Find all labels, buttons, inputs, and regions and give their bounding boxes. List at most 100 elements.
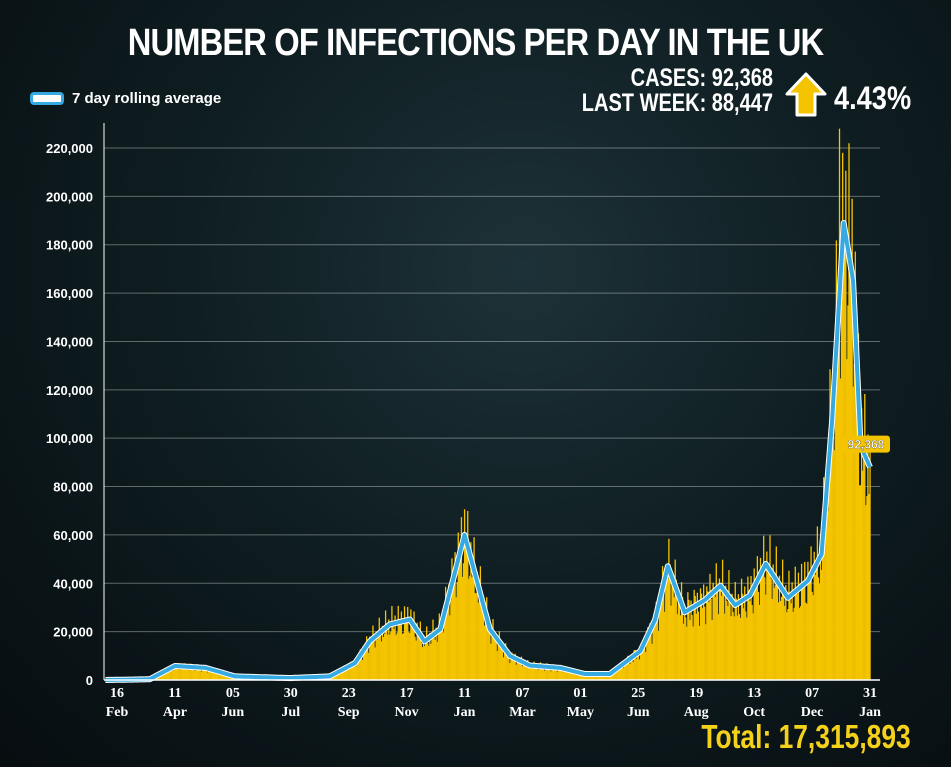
daily-bar bbox=[177, 663, 179, 680]
daily-bar bbox=[737, 594, 740, 680]
daily-bar bbox=[778, 575, 781, 680]
daily-bar bbox=[515, 664, 517, 680]
daily-bar bbox=[392, 622, 394, 680]
daily-bar bbox=[537, 669, 539, 680]
daily-bar bbox=[725, 585, 727, 680]
daily-bar bbox=[542, 665, 545, 680]
daily-bar bbox=[368, 652, 370, 680]
daily-bar bbox=[834, 384, 836, 680]
daily-bar bbox=[379, 633, 381, 680]
daily-bar bbox=[740, 578, 743, 680]
daily-bar bbox=[199, 667, 201, 680]
daily-bar bbox=[689, 620, 691, 680]
daily-bar bbox=[386, 626, 388, 680]
daily-bar bbox=[591, 675, 593, 680]
daily-bar bbox=[474, 592, 476, 680]
daily-bar bbox=[203, 669, 206, 680]
daily-bar bbox=[836, 344, 839, 680]
daily-bar bbox=[382, 637, 385, 680]
daily-bar bbox=[452, 582, 454, 680]
daily-bar bbox=[633, 650, 635, 680]
daily-bar bbox=[788, 570, 790, 680]
daily-bar bbox=[373, 640, 375, 680]
daily-bar bbox=[801, 584, 804, 680]
daily-bar bbox=[170, 666, 172, 680]
daily-bar bbox=[189, 664, 191, 680]
y-tick-label: 0 bbox=[86, 673, 93, 688]
daily-bar bbox=[719, 588, 722, 680]
daily-bar bbox=[479, 566, 482, 680]
daily-bar bbox=[374, 647, 376, 680]
daily-bar bbox=[571, 670, 573, 680]
x-tick-day: 01 bbox=[573, 686, 587, 701]
daily-bar bbox=[729, 593, 731, 680]
daily-bar bbox=[390, 631, 392, 680]
x-tick-day: 19 bbox=[689, 686, 703, 701]
daily-bar bbox=[743, 608, 745, 680]
daily-bar bbox=[734, 581, 736, 680]
daily-bar bbox=[754, 581, 756, 680]
daily-bar bbox=[526, 661, 528, 680]
daily-bar bbox=[574, 669, 576, 680]
daily-bar bbox=[867, 434, 869, 680]
daily-bar bbox=[191, 669, 193, 680]
daily-bar bbox=[648, 638, 650, 680]
daily-bar bbox=[470, 542, 472, 680]
daily-bar bbox=[685, 617, 687, 680]
x-tick-month: Jan bbox=[859, 705, 881, 720]
daily-bar bbox=[692, 626, 694, 680]
daily-bar bbox=[453, 574, 455, 680]
y-tick-label: 200,000 bbox=[46, 189, 93, 204]
daily-bar bbox=[627, 655, 629, 680]
daily-bar bbox=[169, 670, 171, 680]
daily-bar bbox=[600, 674, 603, 680]
daily-bar bbox=[607, 674, 609, 680]
daily-bar bbox=[375, 631, 377, 680]
daily-bar bbox=[749, 601, 751, 680]
daily-bar bbox=[443, 619, 446, 680]
daily-bar bbox=[755, 586, 757, 680]
daily-bar bbox=[622, 668, 625, 680]
daily-bar bbox=[561, 666, 564, 680]
daily-bar bbox=[770, 578, 772, 680]
daily-bar bbox=[455, 597, 457, 680]
daily-bar bbox=[555, 666, 557, 680]
x-tick-month: Jul bbox=[281, 705, 300, 720]
daily-bar bbox=[181, 669, 183, 680]
x-tick-day: 16 bbox=[110, 686, 124, 701]
daily-bar bbox=[747, 576, 749, 680]
daily-bar bbox=[380, 641, 383, 680]
daily-bar bbox=[192, 666, 194, 680]
daily-bar bbox=[438, 613, 440, 680]
daily-bar bbox=[333, 675, 335, 680]
daily-bar bbox=[532, 664, 534, 680]
daily-bar bbox=[410, 609, 412, 680]
daily-bar bbox=[764, 577, 766, 680]
daily-bar bbox=[807, 561, 809, 680]
daily-bar bbox=[344, 667, 347, 680]
daily-bar bbox=[652, 617, 654, 680]
daily-bar bbox=[559, 669, 562, 680]
daily-bar bbox=[440, 629, 443, 680]
daily-bar bbox=[837, 342, 840, 680]
daily-bar bbox=[752, 613, 754, 680]
daily-bar bbox=[548, 666, 550, 680]
daily-bar bbox=[372, 625, 374, 680]
daily-bar bbox=[645, 652, 647, 680]
daily-bar bbox=[560, 666, 563, 680]
daily-bar bbox=[471, 577, 473, 680]
daily-bar bbox=[681, 596, 684, 680]
daily-bar bbox=[547, 668, 549, 680]
daily-bar bbox=[610, 675, 612, 680]
daily-bar bbox=[216, 672, 218, 680]
daily-bar bbox=[613, 671, 615, 680]
daily-bar bbox=[653, 613, 655, 680]
daily-bar bbox=[786, 612, 788, 680]
daily-bar bbox=[575, 673, 577, 680]
daily-bar bbox=[422, 634, 425, 680]
daily-bar bbox=[527, 660, 529, 680]
daily-bar bbox=[200, 671, 202, 680]
daily-bar bbox=[838, 128, 841, 680]
daily-bar bbox=[475, 593, 477, 680]
